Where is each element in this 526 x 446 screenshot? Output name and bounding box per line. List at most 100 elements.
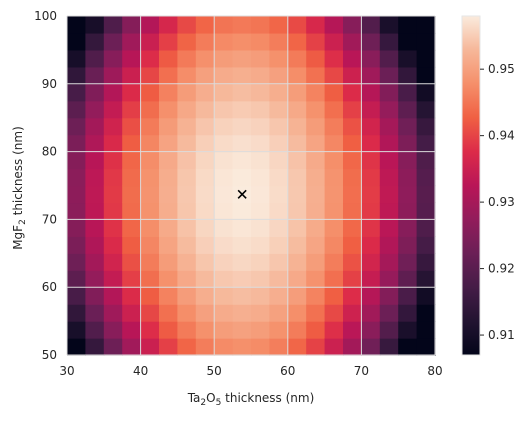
heatmap-cell bbox=[195, 185, 215, 204]
heatmap-cell bbox=[416, 321, 436, 339]
heatmap-cell bbox=[287, 32, 307, 51]
heatmap-cell bbox=[398, 151, 418, 170]
heatmap-cell bbox=[67, 32, 86, 51]
heatmap-cell bbox=[361, 236, 381, 254]
heatmap-cell bbox=[85, 321, 105, 339]
heatmap-cell bbox=[232, 100, 252, 119]
heatmap-cell bbox=[85, 338, 105, 356]
y-tick-label: 60 bbox=[42, 280, 57, 294]
heatmap-cell bbox=[343, 338, 362, 356]
heatmap-cell bbox=[361, 168, 381, 187]
heatmap-cell bbox=[416, 185, 436, 204]
y-tick-label: 90 bbox=[42, 77, 57, 91]
heatmap-cell bbox=[195, 117, 215, 136]
heatmap-cell bbox=[269, 185, 289, 204]
heatmap-cell bbox=[159, 253, 178, 271]
heatmap-cell bbox=[85, 134, 105, 153]
heatmap-cell bbox=[324, 321, 344, 339]
heatmap-cell bbox=[85, 16, 105, 34]
heatmap-cell bbox=[67, 287, 86, 305]
heatmap-cell bbox=[122, 304, 142, 322]
heatmap-cell bbox=[416, 304, 436, 322]
heatmap-cell bbox=[343, 151, 362, 170]
heatmap-cell bbox=[398, 66, 418, 85]
heatmap-cell bbox=[214, 66, 234, 85]
heatmap-cell bbox=[177, 49, 197, 68]
heatmap-cell bbox=[67, 270, 86, 288]
heatmap-cell bbox=[159, 202, 178, 220]
heatmap-cell bbox=[232, 134, 252, 153]
heatmap-cell bbox=[85, 100, 105, 119]
heatmap-cell bbox=[306, 100, 326, 119]
heatmap-cell bbox=[177, 100, 197, 119]
heatmap-cell bbox=[122, 100, 142, 119]
heatmap-cell bbox=[214, 151, 234, 170]
heatmap-cell bbox=[398, 219, 418, 237]
heatmap-cell bbox=[177, 66, 197, 85]
heatmap-cell bbox=[361, 219, 381, 237]
heatmap-cell bbox=[85, 304, 105, 322]
heatmap-cell bbox=[85, 185, 105, 204]
heatmap-cell bbox=[343, 236, 362, 254]
heatmap-cell bbox=[361, 49, 381, 68]
heatmap-cell bbox=[159, 270, 178, 288]
heatmap-cell bbox=[195, 49, 215, 68]
heatmap-cell bbox=[287, 83, 307, 102]
heatmap-cell bbox=[67, 66, 86, 85]
heatmap-cell bbox=[122, 270, 142, 288]
heatmap-cell bbox=[195, 338, 215, 356]
y-tick-label: 70 bbox=[42, 212, 57, 226]
heatmap-cell bbox=[159, 219, 178, 237]
colorbar-tick-label: 0.92 bbox=[488, 262, 515, 276]
heatmap-cell bbox=[269, 219, 289, 237]
heatmap-cell bbox=[177, 134, 197, 153]
heatmap-cell bbox=[159, 304, 178, 322]
heatmap-cell bbox=[306, 321, 326, 339]
heatmap-cell bbox=[361, 32, 381, 51]
heatmap-cell bbox=[379, 219, 399, 237]
heatmap-cell bbox=[140, 100, 160, 119]
heatmap-cell bbox=[67, 83, 86, 102]
heatmap-cell bbox=[122, 32, 142, 51]
heatmap-cell bbox=[67, 151, 86, 170]
heatmap-cell bbox=[195, 66, 215, 85]
heatmap-cell bbox=[232, 270, 252, 288]
heatmap-cell bbox=[159, 100, 178, 119]
heatmap-cell bbox=[379, 321, 399, 339]
heatmap-cell bbox=[398, 321, 418, 339]
heatmap-cell bbox=[379, 66, 399, 85]
heatmap-cell bbox=[177, 304, 197, 322]
heatmap-cell bbox=[251, 219, 270, 237]
heatmap-cell bbox=[361, 202, 381, 220]
heatmap-cell bbox=[214, 185, 234, 204]
heatmap-cell bbox=[251, 32, 270, 51]
heatmap-cell bbox=[251, 202, 270, 220]
heatmap-cell bbox=[214, 83, 234, 102]
heatmap-cell bbox=[306, 134, 326, 153]
heatmap-cell bbox=[140, 287, 160, 305]
heatmap-cell bbox=[398, 83, 418, 102]
heatmap-cell bbox=[398, 168, 418, 187]
heatmap-cell bbox=[287, 168, 307, 187]
heatmap-cell bbox=[232, 287, 252, 305]
heatmap-cell bbox=[67, 185, 86, 204]
heatmap-cell bbox=[67, 304, 86, 322]
y-tick-label: 80 bbox=[42, 145, 57, 159]
heatmap-cell bbox=[398, 100, 418, 119]
heatmap-cell bbox=[85, 49, 105, 68]
heatmap-cell bbox=[343, 32, 362, 51]
heatmap-cell bbox=[140, 304, 160, 322]
heatmap-cell bbox=[177, 117, 197, 136]
heatmap-cell bbox=[214, 219, 234, 237]
heatmap-cell bbox=[379, 338, 399, 356]
heatmap-cell bbox=[214, 168, 234, 187]
x-axis-ticks: 30 40 50 60 70 80 bbox=[59, 364, 442, 378]
heatmap-cell bbox=[343, 66, 362, 85]
heatmap-cell bbox=[177, 270, 197, 288]
x-axis-label: Ta2O5 thickness (nm) bbox=[187, 391, 315, 408]
heatmap-cell bbox=[269, 270, 289, 288]
heatmap-cell bbox=[177, 151, 197, 170]
heatmap-cell bbox=[214, 253, 234, 271]
heatmap-cell bbox=[177, 32, 197, 51]
heatmap-cell bbox=[251, 304, 270, 322]
